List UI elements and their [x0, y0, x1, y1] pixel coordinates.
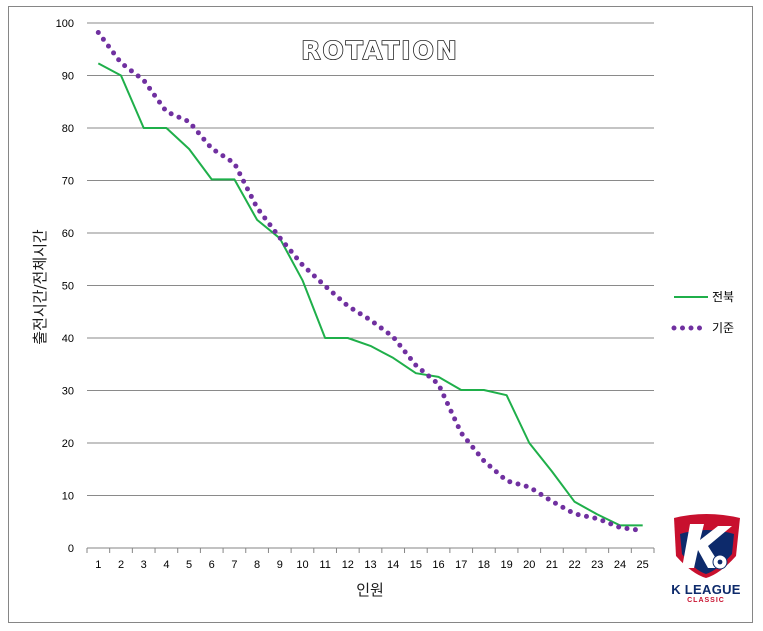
x-tick-label: 9	[277, 559, 283, 571]
y-tick-label: 50	[62, 281, 74, 293]
legend-label-jeonbuk: 전북	[712, 290, 734, 304]
x-tick-label: 13	[364, 559, 376, 571]
y-tick-label: 80	[62, 123, 74, 135]
x-tick-label: 23	[591, 559, 603, 571]
x-tick-label: 1	[95, 559, 101, 571]
x-tick-label: 17	[455, 559, 467, 571]
x-tick-label: 2	[118, 559, 124, 571]
x-tick-label: 8	[254, 559, 260, 571]
chart-title: ROTATION	[301, 36, 459, 65]
x-tick-label: 12	[342, 559, 354, 571]
x-tick-label: 5	[186, 559, 192, 571]
y-tick-label: 0	[68, 543, 74, 555]
y-tick-label: 90	[62, 71, 74, 83]
x-tick-label: 20	[523, 559, 535, 571]
x-tick-label: 15	[410, 559, 422, 571]
series-line-1	[95, 30, 646, 534]
series-lines	[95, 30, 646, 534]
x-tick-label: 6	[209, 559, 215, 571]
x-tick-label: 16	[432, 559, 444, 571]
chart-frame	[8, 6, 753, 623]
y-tick-labels: 0 10 20 30 40 50 60 70 80 90 100	[56, 18, 74, 555]
x-tick-label: 24	[614, 559, 626, 571]
x-tick-label: 18	[478, 559, 490, 571]
x-tick-label: 25	[637, 559, 649, 571]
x-axis-title: 인원	[356, 581, 384, 599]
x-tick-label: 4	[163, 559, 169, 571]
y-tick-label: 10	[62, 491, 74, 503]
x-tick-label: 21	[546, 559, 558, 571]
x-tick-label: 22	[568, 559, 580, 571]
x-tick-label: 14	[387, 559, 399, 571]
legend-label-baseline: 기준	[712, 321, 734, 335]
y-tick-label: 40	[62, 333, 74, 345]
k-league-classic-logo: K LEAGUE CLASSIC	[660, 510, 752, 610]
x-tick-label: 7	[231, 559, 237, 571]
y-tick-label: 70	[62, 176, 74, 188]
y-tick-label: 30	[62, 386, 74, 398]
legend: 전북 기준	[671, 290, 734, 335]
logo-wordmark: K LEAGUE	[671, 582, 741, 597]
y-tick-label: 20	[62, 438, 74, 450]
x-tick-label: 11	[319, 559, 330, 571]
x-tick-label: 19	[500, 559, 512, 571]
x-tick-labels: 1 2 3 4 5 6 7 8 9 10 11 12 13 14 15 16 17 18 19 20 21 22 23 24 2…	[95, 559, 649, 571]
y-tick-label: 60	[62, 228, 74, 240]
x-tick-label: 3	[141, 559, 147, 571]
series-line-0	[97, 62, 643, 527]
logo-subtitle: CLASSIC	[687, 597, 725, 604]
k-league-emblem	[674, 514, 740, 578]
gridlines	[86, 22, 655, 553]
y-tick-label: 100	[56, 18, 74, 30]
x-tick-label: 10	[296, 559, 308, 571]
y-axis-title: 출전시간/전체시간	[31, 229, 49, 345]
